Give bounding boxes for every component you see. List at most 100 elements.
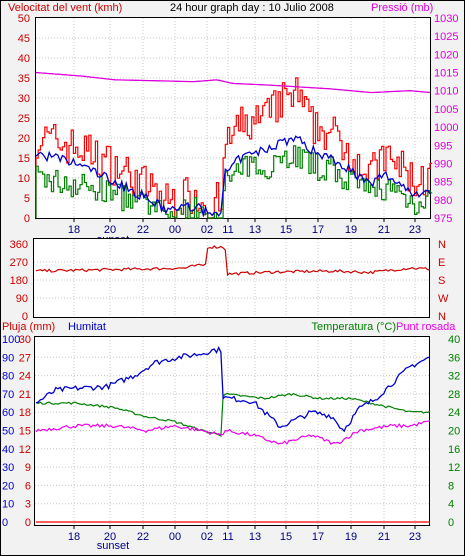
rain-tick-label: 15: [19, 426, 31, 438]
wind-tick-label: 5: [24, 193, 30, 205]
wind-average-line: [35, 135, 431, 218]
pressure-tick-label: 1015: [434, 68, 458, 80]
humidity-tick-label: 60: [2, 407, 14, 419]
wind-tick-label: 50: [18, 13, 30, 25]
temperature-right-axis: 0 4 8 12 16 20 24 28 32 36 40: [448, 334, 460, 529]
temperature-tick-label: 12: [448, 462, 460, 474]
x-tick-label: 15: [280, 531, 292, 543]
temperature-tick-label: 32: [448, 371, 460, 383]
compass-label: N: [438, 311, 446, 323]
wind-tick-label: 30: [18, 93, 30, 105]
wind-plot-area: [35, 17, 431, 219]
pressure-tick-label: 990: [434, 158, 452, 170]
humidity-tick-label: 40: [2, 444, 14, 456]
x-tick-label: 20: [104, 224, 116, 236]
wind-tick-label: 45: [18, 33, 30, 45]
temperature-tick-label: 24: [448, 407, 460, 419]
rain-tick-label: 18: [19, 407, 31, 419]
pressure-line: [35, 71, 431, 94]
direction-plot-area: [33, 238, 430, 318]
wind-tick-label: 10: [18, 173, 30, 185]
pressure-tick-label: 1000: [434, 122, 458, 134]
rain-label: Pluja (mm): [2, 321, 55, 333]
rain-tick-label: 0: [25, 517, 31, 529]
direction-tick-label: 360: [10, 239, 28, 251]
x-tick-label: 21: [378, 531, 390, 543]
sunset-label-bottom: sunset: [97, 540, 129, 552]
wind-tick-label: 15: [18, 153, 30, 165]
rain-tick-label: 27: [19, 352, 31, 364]
wind-tick-label: 40: [18, 53, 30, 65]
direction-tick-label: 90: [16, 293, 28, 305]
humidity-tick-label: 80: [2, 371, 14, 383]
temperature-line: [35, 392, 431, 437]
rain-tick-label: 12: [19, 444, 31, 456]
compass-label: W: [438, 293, 449, 305]
humidity-tick-label: 20: [2, 480, 14, 492]
x-tick-label: 17: [312, 224, 324, 236]
x-tick-label: 11: [222, 531, 233, 543]
temperature-tick-label: 16: [448, 444, 460, 456]
rain-tick-label: 9: [25, 462, 31, 474]
direction-tick-label: 0: [22, 311, 28, 323]
x-tick-label: 17: [312, 531, 324, 543]
x-tick-label: 21: [378, 224, 390, 236]
dewpoint-label: Punt rosada: [396, 321, 456, 333]
x-tick-label: 19: [345, 224, 357, 236]
rain-tick-label: 24: [19, 371, 31, 383]
x-tick-label: 20: [104, 531, 116, 543]
pressure-tick-label: 980: [434, 195, 452, 207]
x-tick-label: 00: [169, 224, 181, 236]
pressure-tick-label: 1005: [434, 104, 458, 116]
compass-label: N: [438, 239, 446, 251]
graph-title: 24 hour graph day : 10 Julio 2008: [170, 2, 334, 14]
x-tick-label: 18: [68, 531, 80, 543]
climate-grid: [35, 337, 429, 525]
compass-label: E: [438, 257, 445, 269]
pressure-tick-label: 1010: [434, 86, 458, 98]
pressure-tick-label: 1025: [434, 31, 458, 43]
compass-label: S: [438, 275, 445, 287]
temperature-tick-label: 8: [448, 480, 454, 492]
wind-label: Velocitat del vent (kmh): [8, 2, 122, 14]
direction-left-axis: 0 90 180 270 360: [10, 239, 28, 323]
direction-tick-label: 270: [10, 257, 28, 269]
temperature-tick-label: 36: [448, 352, 460, 364]
x-tick-label: 18: [68, 224, 80, 236]
x-tick-label: 13: [249, 531, 261, 543]
wind-grid: [36, 18, 430, 218]
humidity-tick-label: 10: [2, 499, 14, 511]
humidity-tick-label: 70: [2, 389, 14, 401]
wind-tick-label: 25: [18, 113, 30, 125]
x-tick-label: 23: [409, 531, 421, 543]
x-tick-label: 11: [222, 224, 233, 236]
climate-x-axis: 18 20 22 00 02 11 13 15 17 19 21 23: [68, 525, 421, 543]
dewpoint-line: [35, 420, 431, 445]
rain-tick-label: 6: [25, 480, 31, 492]
temperature-tick-label: 0: [448, 517, 454, 529]
rain-tick-label: 3: [25, 499, 31, 511]
pressure-tick-label: 1020: [434, 49, 458, 61]
temperature-tick-label: 4: [448, 499, 454, 511]
direction-line: [35, 245, 431, 277]
wind-x-axis: 18 20 22 00 02 11 13 15 17 19 21 23: [68, 218, 421, 236]
temperature-tick-label: 20: [448, 426, 460, 438]
humidity-tick-label: 90: [2, 352, 14, 364]
pressure-tick-label: 985: [434, 177, 452, 189]
humidity-tick-label: 30: [2, 462, 14, 474]
humidity-tick-label: 0: [2, 517, 8, 529]
x-tick-label: 22: [137, 224, 149, 236]
x-tick-label: 02: [201, 224, 213, 236]
wind-tick-label: 35: [18, 73, 30, 85]
x-tick-label: 23: [409, 224, 421, 236]
climate-plot-area: [34, 336, 430, 526]
temperature-label: Temperatura (°C): [312, 321, 396, 333]
pressure-tick-label: 975: [434, 213, 452, 225]
direction-tick-label: 180: [10, 275, 28, 287]
pressure-tick-label: 1030: [434, 13, 458, 25]
rain-tick-label: 30: [19, 334, 31, 346]
humidity-left-axis: 0 10 20 30 40 50 60 70 80 90 100: [2, 334, 20, 529]
x-tick-label: 22: [137, 531, 149, 543]
